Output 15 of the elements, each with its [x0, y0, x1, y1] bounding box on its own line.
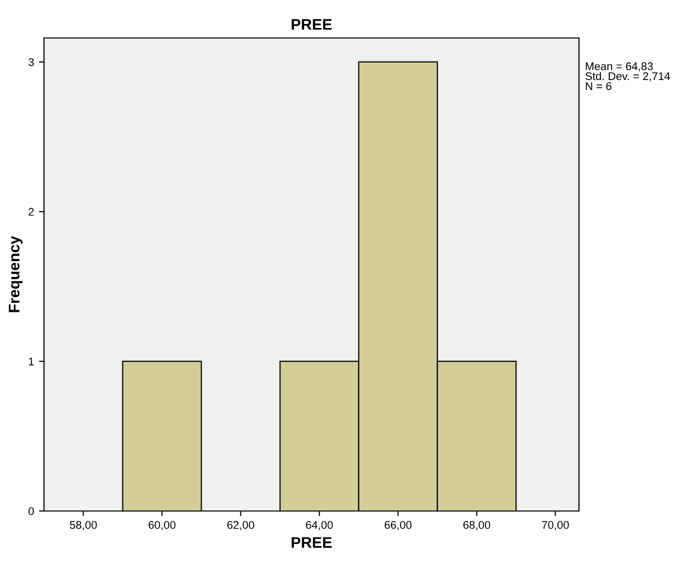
- x-axis-title: PREE: [292, 537, 332, 548]
- text: Mean = 64,83 Std. Dev. = 2,714 N = 6: [586, 62, 670, 90]
- y-axis-title: Frequency: [8, 236, 23, 312]
- x-tick-label: 70,00: [542, 521, 569, 530]
- x-tick-label: 62,00: [227, 521, 254, 530]
- x-tick-label: 58,00: [70, 521, 97, 530]
- x-tick-label: 68,00: [463, 521, 490, 530]
- x-tick-label: 66,00: [384, 521, 412, 530]
- y-tick-label: 0: [28, 507, 34, 516]
- y-tick-label: 2: [28, 208, 34, 216]
- chart-title: PREE: [292, 19, 332, 30]
- y-tick-label: 1: [28, 358, 34, 366]
- x-tick-label: 64,00: [306, 521, 333, 530]
- y-tick-label: 3: [28, 58, 34, 66]
- x-tick-label: 60,00: [148, 521, 176, 530]
